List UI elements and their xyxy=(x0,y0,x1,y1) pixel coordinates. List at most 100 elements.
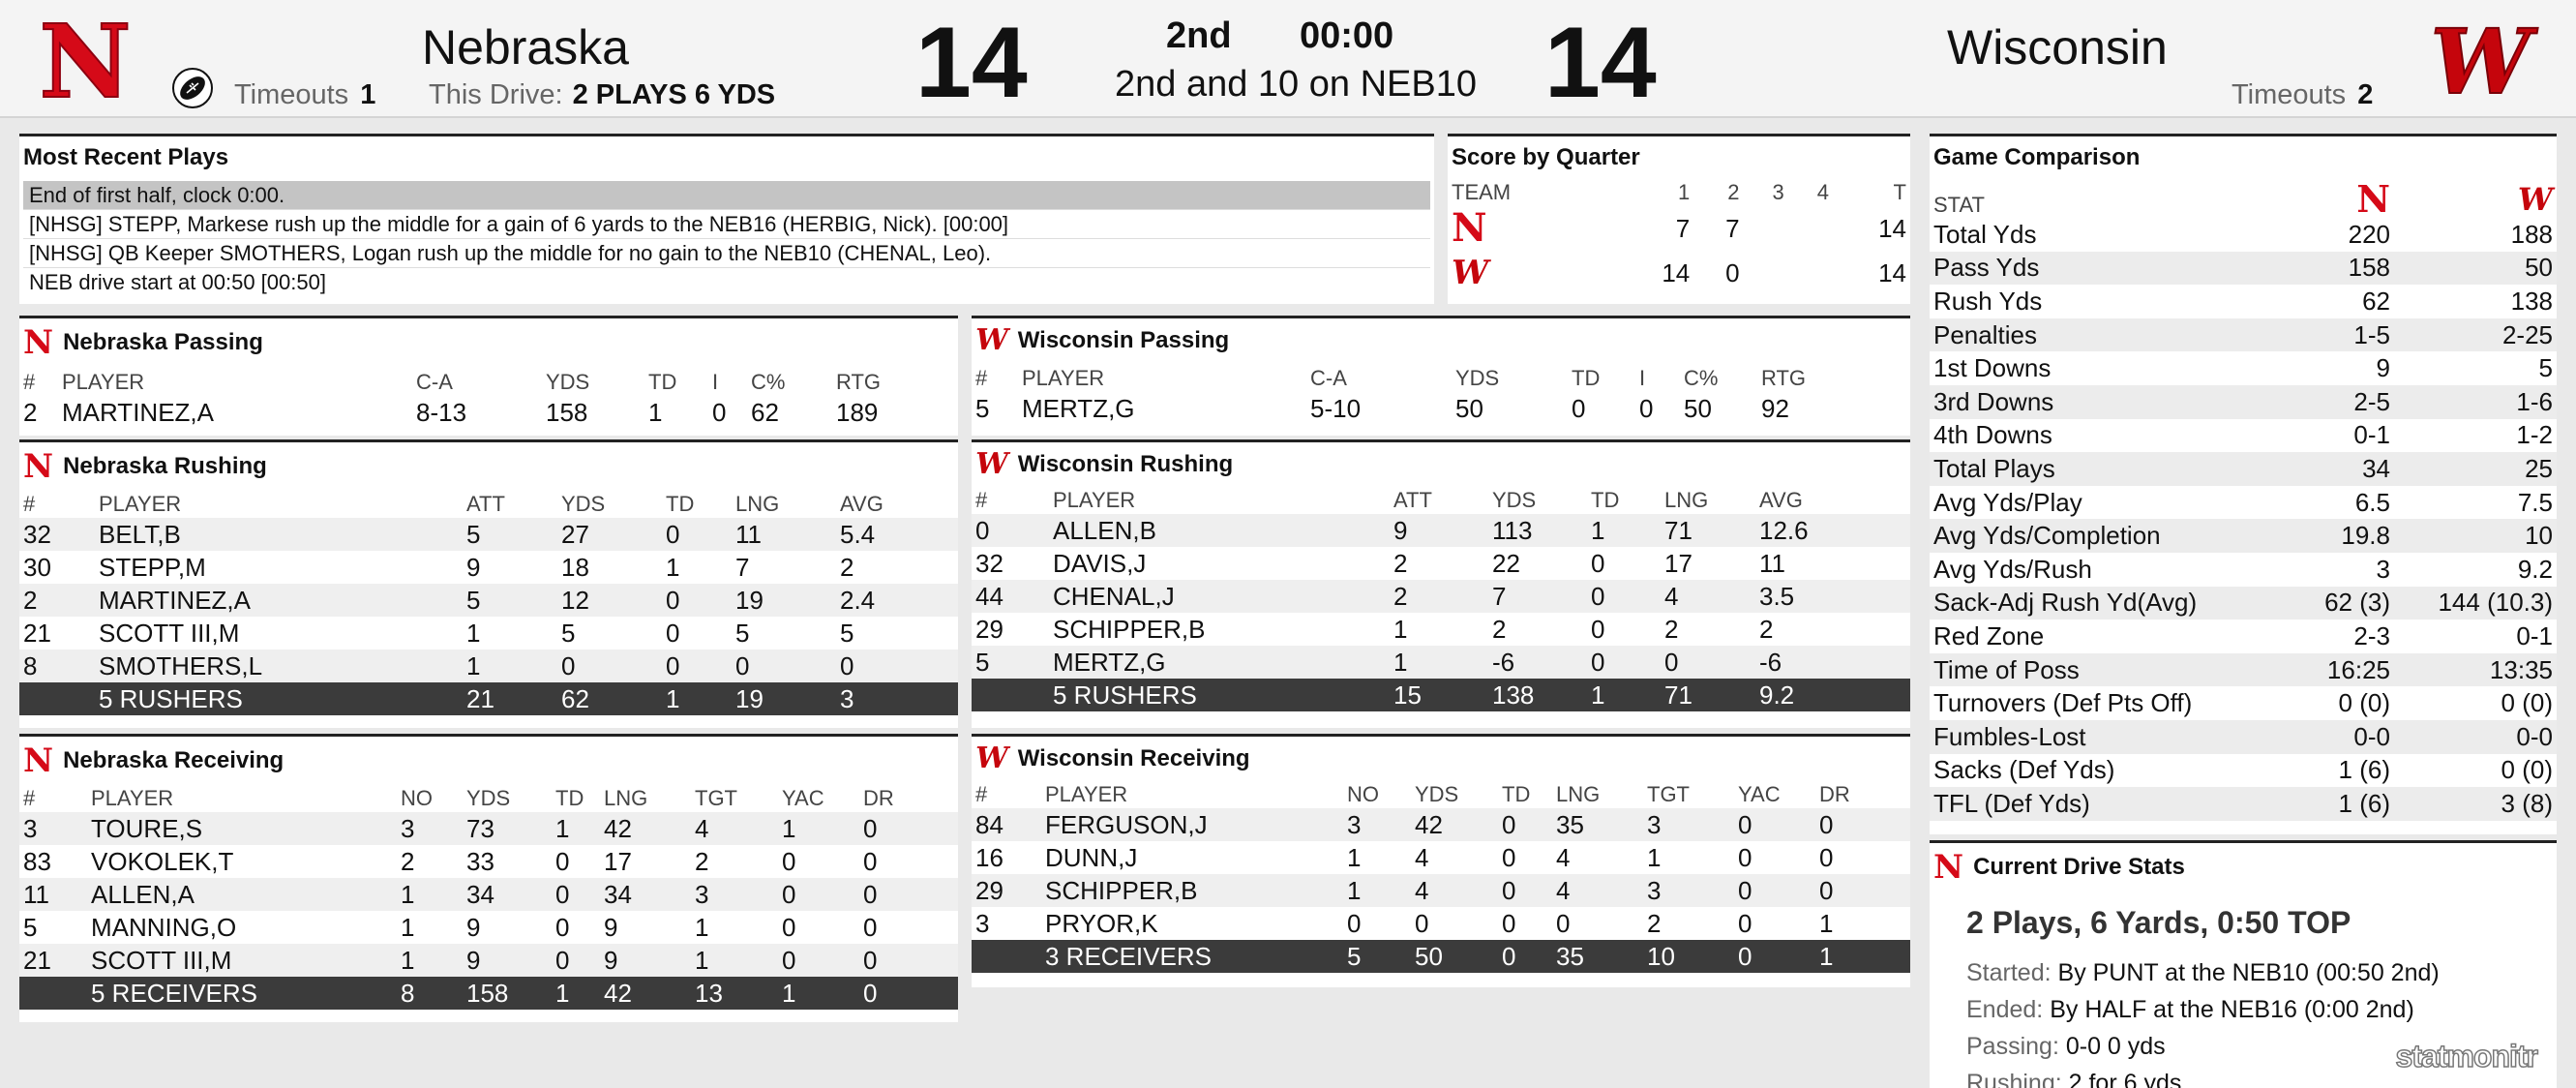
stat-cell: 9 xyxy=(463,944,552,977)
table-row[interactable]: 5 MANNING,O 1 9 0 9 1 0 0 xyxy=(19,911,958,944)
nebraska-logo-icon: N xyxy=(2356,177,2390,221)
comparison-row[interactable]: Red Zone 2-3 0-1 xyxy=(1930,620,2557,653)
table-row[interactable]: 11 ALLEN,A 1 34 0 34 3 0 0 xyxy=(19,878,958,911)
possession-football-icon xyxy=(172,68,213,108)
stat-cell: 71 xyxy=(1661,514,1755,547)
stat-cell: 0 xyxy=(1639,393,1654,423)
stat-cell: 2 xyxy=(401,846,415,876)
table-row[interactable]: 5 MERTZ,G 5-10 50 0 0 50 92 xyxy=(972,392,1910,425)
comparison-row[interactable]: 1st Downs 9 5 xyxy=(1930,351,2557,385)
stat-cell: 0 xyxy=(863,846,878,876)
stat-cell: 3 xyxy=(1343,808,1411,841)
nebraska-value: 220 xyxy=(2348,219,2390,249)
comparison-row[interactable]: Sack-Adj Rush Yd(Avg) 62 (3) 144 (10.3) xyxy=(1930,586,2557,620)
stat-cell: 1 xyxy=(1647,842,1662,872)
stat-cell: 0 xyxy=(782,912,796,942)
stat-cell: 1 xyxy=(466,618,481,648)
stat-label: Avg Yds/Completion xyxy=(1930,519,2239,553)
play-item[interactable]: End of first half, clock 0:00. xyxy=(23,181,1430,210)
nebraska-value: 2-3 xyxy=(2353,620,2390,650)
comparison-row[interactable]: Time of Poss 16:25 13:35 xyxy=(1930,652,2557,687)
stat-cell: 9 xyxy=(1390,514,1488,547)
total-cell: 71 xyxy=(1661,679,1755,711)
col-header: RTG xyxy=(1761,366,1807,390)
play-item[interactable]: NEB drive start at 00:50 [00:50] xyxy=(29,270,326,294)
stat-cell: 35 xyxy=(1552,808,1643,841)
table-row[interactable]: 2 MARTINEZ,A 8-13 158 1 0 62 189 xyxy=(19,396,958,429)
col-header: TGT xyxy=(1647,782,1690,806)
panel-title: Current Drive Stats xyxy=(1973,854,2185,880)
play-item[interactable]: [NHSG] STEPP, Markese rush up the middle… xyxy=(23,210,1430,239)
comparison-row[interactable]: 3rd Downs 2-5 1-6 xyxy=(1930,384,2557,419)
player-name: FERGUSON,J xyxy=(1041,808,1343,841)
table-row[interactable]: 2 MARTINEZ,A 5 12 0 19 2.4 xyxy=(19,584,958,617)
total-cell xyxy=(972,679,1049,711)
table-row[interactable]: 3 PRYOR,K 0 0 0 0 2 0 1 xyxy=(972,907,1910,940)
q1-score: 14 xyxy=(1662,257,1691,287)
stat-cell: 1 xyxy=(778,812,859,845)
comparison-row[interactable]: Turnovers (Def Pts Off) 0 (0) 0 (0) xyxy=(1930,686,2557,720)
stat-cell: 1 xyxy=(463,650,557,682)
nebraska-rushing-table: # PLAYER ATT YDS TD LNG AVG 32 BELT,B 5 27 0… xyxy=(19,491,958,715)
stat-cell: 22 xyxy=(1492,548,1520,578)
comparison-row[interactable]: Avg Yds/Rush 3 9.2 xyxy=(1930,553,2557,587)
col-header: # xyxy=(23,786,36,810)
home-score: 14 xyxy=(915,7,1028,119)
play-item[interactable]: [NHSG] QB Keeper SMOTHERS, Logan rush up… xyxy=(23,239,1430,268)
panel-title-row: N Current Drive Stats xyxy=(1930,843,2557,884)
wisconsin-logo-icon: W xyxy=(973,447,1011,481)
col-header: C% xyxy=(751,370,786,394)
player-name: TOURE,S xyxy=(87,812,397,845)
comparison-row[interactable]: Pass Yds 158 50 xyxy=(1930,251,2557,286)
player-name: CHENAL,J xyxy=(1049,580,1390,613)
stat-cell: 1 xyxy=(666,552,680,582)
col-header: # xyxy=(975,782,988,806)
table-row[interactable]: 21 SCOTT III,M 1 9 0 9 1 0 0 xyxy=(19,944,958,977)
table-row[interactable]: 3 TOURE,S 3 73 1 42 4 1 0 xyxy=(19,812,958,845)
table-row[interactable]: 5 MERTZ,G 1 -6 0 0 -6 xyxy=(972,646,1910,679)
table-row[interactable]: 29 SCHIPPER,B 1 2 0 2 2 xyxy=(972,613,1910,646)
table-row[interactable]: 32 DAVIS,J 2 22 0 17 11 xyxy=(972,547,1910,580)
table-row[interactable]: 83 VOKOLEK,T 2 33 0 17 2 0 0 xyxy=(19,845,958,878)
table-row[interactable]: 29 SCHIPPER,B 1 4 0 4 3 0 0 xyxy=(972,874,1910,907)
stat-cell: 0 xyxy=(1591,548,1605,578)
table-row[interactable]: 8 SMOTHERS,L 1 0 0 0 0 xyxy=(19,650,958,682)
table-row[interactable]: 84 FERGUSON,J 3 42 0 35 3 0 0 xyxy=(972,808,1910,841)
col-header: STAT xyxy=(1933,193,1985,217)
comparison-row[interactable]: Rush Yds 62 138 xyxy=(1930,285,2557,318)
total-cell: 9.2 xyxy=(1755,679,1910,711)
comparison-row[interactable]: Total Yds 220 188 xyxy=(1930,218,2557,252)
panel-title: Nebraska Rushing xyxy=(63,453,267,479)
col-header: PLAYER xyxy=(1022,366,1105,390)
player-name: PRYOR,K xyxy=(1045,908,1158,938)
total-label: 3 RECEIVERS xyxy=(1041,940,1343,973)
comparison-row[interactable]: TFL (Def Yds) 1 (6) 3 (8) xyxy=(1930,787,2557,821)
totals-row: 5 RECEIVERS 8 158 1 42 13 1 0 xyxy=(19,977,958,1010)
col-header: 4 xyxy=(1816,180,1829,204)
wisconsin-value: 10 xyxy=(2394,519,2557,553)
comparison-row[interactable]: Avg Yds/Completion 19.8 10 xyxy=(1930,519,2557,553)
total-score: 14 xyxy=(1878,213,1906,243)
table-row[interactable]: 30 STEPP,M 9 18 1 7 2 xyxy=(19,551,958,584)
table-row[interactable]: 32 BELT,B 5 27 0 11 5.4 xyxy=(19,518,958,551)
stat-cell: 0 xyxy=(1819,842,1834,872)
comparison-row[interactable]: Fumbles-Lost 0-0 0-0 xyxy=(1930,719,2557,754)
table-row[interactable]: 16 DUNN,J 1 4 0 4 1 0 0 xyxy=(972,841,1910,874)
col-header: TGT xyxy=(695,786,737,810)
comparison-row[interactable]: Penalties 1-5 2-25 xyxy=(1930,317,2557,352)
comparison-row[interactable]: Sacks (Def Yds) 1 (6) 0 (0) xyxy=(1930,754,2557,788)
comparison-row[interactable]: Total Plays 34 25 xyxy=(1930,452,2557,486)
comparison-row[interactable]: Avg Yds/Play 6.5 7.5 xyxy=(1930,486,2557,520)
total-cell: 1 xyxy=(778,977,859,1010)
col-header: PLAYER xyxy=(1045,782,1128,806)
table-row[interactable]: 44 CHENAL,J 2 7 0 4 3.5 xyxy=(972,580,1910,613)
wisconsin-value: 1-2 xyxy=(2516,420,2553,450)
q2-score: 7 xyxy=(1725,213,1740,243)
comparison-row[interactable]: 4th Downs 0-1 1-2 xyxy=(1930,419,2557,453)
wisconsin-value: 2-25 xyxy=(2394,317,2557,352)
scoreboard-header: N Nebraska Timeouts 1 This Drive: 2 PLAYS … xyxy=(0,0,2576,118)
player-name: BELT,B xyxy=(95,518,463,551)
table-row[interactable]: 0 ALLEN,B 9 113 1 71 12.6 xyxy=(972,514,1910,547)
table-row[interactable]: 21 SCOTT III,M 1 5 0 5 5 xyxy=(19,617,958,650)
col-header: T xyxy=(1893,180,1906,204)
